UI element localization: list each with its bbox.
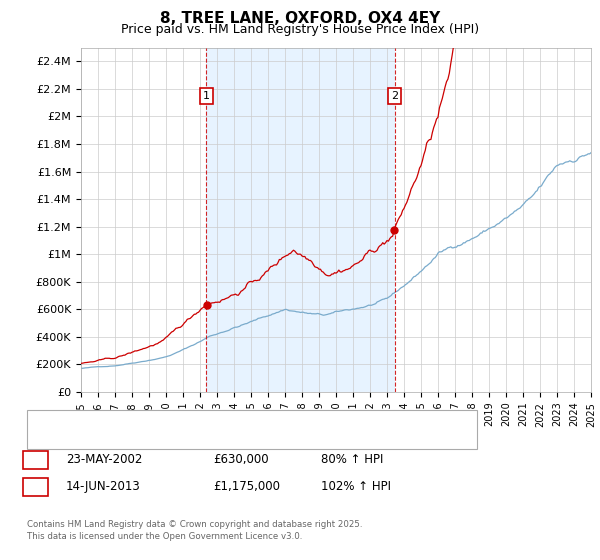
Text: 8, TREE LANE, OXFORD, OX4 4EY: 8, TREE LANE, OXFORD, OX4 4EY [160, 11, 440, 26]
Text: 23-MAY-2002: 23-MAY-2002 [66, 453, 142, 466]
Text: £630,000: £630,000 [213, 453, 269, 466]
Text: Contains HM Land Registry data © Crown copyright and database right 2025.
This d: Contains HM Land Registry data © Crown c… [27, 520, 362, 541]
Text: 80% ↑ HPI: 80% ↑ HPI [321, 453, 383, 466]
Text: 1: 1 [203, 91, 210, 101]
Text: 14-JUN-2013: 14-JUN-2013 [66, 480, 141, 493]
Text: —: — [33, 413, 49, 427]
Bar [206, 48, 395, 392]
Text: Price paid vs. HM Land Registry's House Price Index (HPI): Price paid vs. HM Land Registry's House … [121, 23, 479, 36]
Text: 2: 2 [391, 91, 398, 101]
Text: 8, TREE LANE, OXFORD, OX4 4EY (detached house): 8, TREE LANE, OXFORD, OX4 4EY (detached … [59, 415, 325, 425]
Text: £1,175,000: £1,175,000 [213, 480, 280, 493]
Text: HPI: Average price, detached house, Oxford: HPI: Average price, detached house, Oxfo… [59, 433, 287, 443]
Text: —: — [33, 431, 49, 445]
Text: 2: 2 [31, 480, 40, 493]
Text: 102% ↑ HPI: 102% ↑ HPI [321, 480, 391, 493]
Text: 1: 1 [31, 453, 40, 466]
